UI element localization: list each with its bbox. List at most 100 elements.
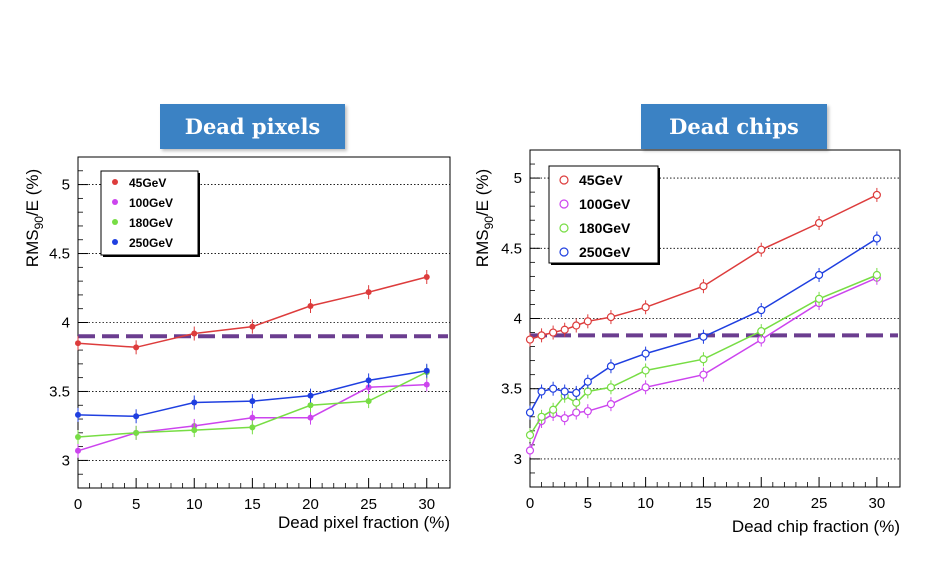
dead-chips-banner: Dead chips [641, 104, 827, 149]
legend-label: 250GeV [579, 244, 631, 260]
legend-label: 45GeV [579, 172, 623, 188]
y-tick-label: 3.5 [49, 383, 70, 400]
data-point [583, 387, 592, 396]
y-tick-label: 4.5 [49, 246, 70, 263]
data-point [757, 305, 766, 315]
data-point [249, 414, 256, 421]
legend-label: 180GeV [579, 220, 631, 236]
data-point [606, 362, 616, 371]
x-tick-label: 10 [637, 495, 654, 512]
y-tick-label: 3.5 [501, 381, 522, 398]
data-point [537, 412, 546, 421]
data-point [699, 355, 708, 364]
data-point [583, 317, 592, 326]
data-point [75, 447, 81, 454]
data-point [757, 327, 766, 336]
x-tick-label: 25 [811, 495, 828, 512]
data-point [191, 330, 198, 337]
data-point [537, 331, 546, 340]
legend-label: 180GeV [129, 216, 173, 230]
dead-pixels-banner: Dead pixels [160, 104, 345, 149]
data-point [641, 303, 650, 312]
data-point [249, 323, 256, 330]
legend-marker [559, 247, 569, 257]
y-axis-title-main: RMS [473, 229, 492, 267]
data-point [307, 302, 314, 309]
y-tick-label: 3 [62, 452, 70, 469]
x-tick-label: 0 [74, 496, 82, 513]
y-tick-label: 5 [514, 170, 522, 187]
x-axis-title: Dead chip fraction (%) [732, 517, 900, 536]
legend-marker [112, 199, 118, 205]
data-point [757, 245, 766, 254]
data-point [191, 427, 198, 434]
data-point [191, 399, 198, 406]
data-point [641, 349, 650, 358]
legend-label: 45GeV [129, 176, 166, 190]
data-point [537, 387, 546, 396]
data-point [872, 270, 881, 280]
legend-marker [559, 223, 569, 233]
data-point [560, 325, 569, 334]
y-tick-label: 4.5 [501, 240, 522, 257]
legend-marker [559, 175, 569, 185]
legend-label: 100GeV [129, 196, 173, 210]
data-point [572, 408, 581, 417]
data-point [583, 377, 592, 386]
legend-marker [112, 239, 118, 245]
data-point [641, 366, 650, 375]
x-tick-label: 15 [244, 496, 261, 513]
data-point [549, 328, 558, 337]
data-point [75, 411, 81, 418]
data-point [423, 367, 430, 374]
data-point [560, 414, 569, 423]
data-point [249, 424, 256, 431]
x-tick-label: 5 [584, 495, 592, 512]
x-tick-label: 20 [753, 495, 770, 512]
data-point [572, 388, 581, 398]
data-point [307, 402, 314, 409]
y-tick-label: 3 [514, 451, 522, 468]
y-tick-label: 4 [62, 315, 70, 332]
y-axis-title: RMS90/E (%) [23, 169, 46, 267]
x-tick-label: 20 [302, 496, 319, 513]
data-point [365, 289, 372, 296]
data-point [699, 370, 708, 379]
data-point [423, 381, 430, 388]
data-point [872, 190, 881, 200]
x-tick-label: 30 [418, 496, 435, 513]
data-point [814, 270, 824, 280]
y-axis-title-sub: 90 [32, 216, 46, 230]
x-tick-label: 30 [869, 495, 886, 512]
data-point [641, 383, 650, 392]
data-point [525, 446, 535, 455]
data-point [75, 433, 81, 440]
legend-marker [559, 199, 569, 209]
data-point [307, 414, 314, 421]
data-point [606, 400, 616, 409]
y-axis-title-sub: 90 [482, 216, 496, 230]
x-tick-label: 10 [186, 496, 203, 513]
x-tick-label: 25 [360, 496, 377, 513]
data-point [423, 273, 430, 280]
data-point [133, 344, 140, 351]
legend-label: 100GeV [579, 196, 631, 212]
data-point [606, 312, 616, 322]
data-point [814, 294, 824, 303]
data-point [572, 321, 581, 330]
data-point [606, 383, 616, 392]
x-tick-label: 5 [132, 496, 140, 513]
data-point [560, 387, 569, 396]
data-point [572, 398, 581, 407]
data-point [365, 377, 372, 384]
data-point [525, 430, 535, 440]
data-point [814, 218, 824, 228]
y-axis-title-tail: /E (%) [23, 169, 42, 216]
data-point [583, 407, 592, 416]
data-point [525, 408, 535, 417]
x-tick-label: 0 [526, 495, 534, 512]
data-point [872, 234, 881, 243]
data-point [699, 332, 708, 341]
